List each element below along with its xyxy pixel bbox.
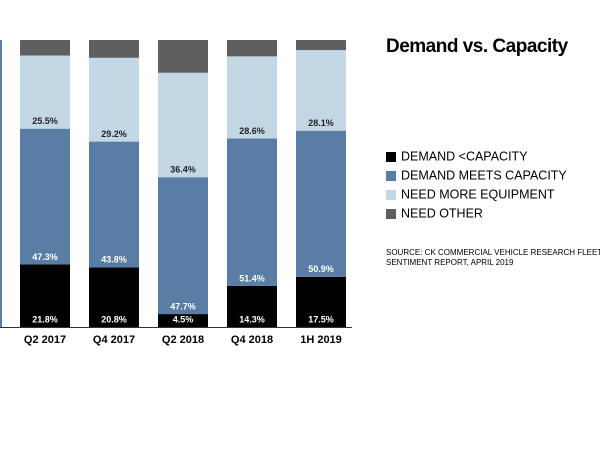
legend-swatch xyxy=(386,152,396,162)
value-label: 4.5% xyxy=(173,314,194,324)
legend-swatch xyxy=(386,171,396,181)
bar-segment xyxy=(158,314,208,327)
bar-segment xyxy=(20,55,70,129)
bar-segment xyxy=(158,72,208,178)
value-label: 29.2% xyxy=(101,129,127,139)
bar-segment xyxy=(296,40,346,51)
x-tick-label: Q2 2017 xyxy=(24,334,66,346)
bar-segment xyxy=(89,267,139,327)
legend-label: DEMAND <CAPACITY xyxy=(401,149,528,163)
legend-label: NEED OTHER xyxy=(401,206,483,220)
bar-segment xyxy=(227,285,277,327)
value-label: 25.5% xyxy=(32,116,58,126)
bar-segment xyxy=(296,276,346,327)
x-tick-label: 1H 2019 xyxy=(300,334,342,346)
bar-segment xyxy=(296,50,346,131)
value-label: 28.6% xyxy=(239,126,265,136)
bar-segment xyxy=(158,177,208,315)
value-label: 51.4% xyxy=(239,273,265,283)
value-label: 28.1% xyxy=(308,118,334,128)
value-label: 43.8% xyxy=(101,255,127,265)
bar-segment xyxy=(89,141,139,268)
source: SOURCE: CK COMMERCIAL VEHICLE RESEARCH F… xyxy=(386,248,600,257)
bar-segment xyxy=(158,40,208,73)
value-label: 47.3% xyxy=(32,252,58,262)
value-label: 14.3% xyxy=(239,314,265,324)
bar-segment xyxy=(20,264,70,327)
legend-label: NEED MORE EQUIPMENT xyxy=(401,187,555,201)
value-label: 50.9% xyxy=(308,264,334,274)
bar-segment xyxy=(20,40,70,56)
bar-segment xyxy=(296,130,346,277)
legend-swatch xyxy=(386,190,396,200)
chart-title: Demand vs. Capacity xyxy=(386,36,569,57)
legend-label: DEMAND MEETS CAPACITY xyxy=(401,168,567,182)
x-tick-label: Q2 2018 xyxy=(162,334,204,346)
value-label: 20.8% xyxy=(101,314,127,324)
bar-segment xyxy=(227,56,277,139)
value-label: 21.8% xyxy=(32,314,58,324)
bar-segment xyxy=(89,57,139,142)
source: SENTIMENT REPORT, APRIL 2019 xyxy=(386,258,514,267)
x-tick-label: Q4 2017 xyxy=(93,334,135,346)
value-label: 47.7% xyxy=(170,301,196,311)
bar-segment xyxy=(20,128,70,265)
bar-segment xyxy=(89,40,139,58)
value-label: 17.5% xyxy=(308,314,334,324)
value-label: 36.4% xyxy=(170,165,196,175)
bar-segment xyxy=(227,138,277,286)
x-tick-label: Q4 2018 xyxy=(231,334,273,346)
partial-bar xyxy=(0,40,2,327)
bar-segment xyxy=(227,40,277,57)
legend-swatch xyxy=(386,209,396,219)
